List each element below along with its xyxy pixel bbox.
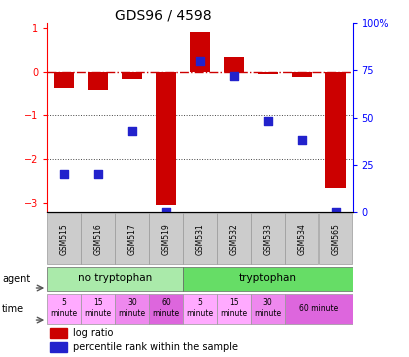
Text: GSM515: GSM515 [59, 223, 68, 255]
Point [298, 137, 304, 143]
Text: log ratio: log ratio [73, 328, 113, 338]
Text: percentile rank within the sample: percentile rank within the sample [73, 342, 238, 352]
Bar [182, 267, 352, 291]
Point [196, 58, 203, 64]
Text: GSM531: GSM531 [195, 223, 204, 255]
Text: 15
minute: 15 minute [84, 298, 111, 318]
Bar [148, 294, 182, 324]
Text: GSM532: GSM532 [229, 223, 238, 255]
Bar [54, 71, 74, 88]
Bar [50, 328, 67, 338]
Text: tryptophan: tryptophan [238, 273, 296, 283]
Bar [183, 213, 216, 264]
Point [332, 209, 338, 215]
Bar [189, 32, 209, 71]
Bar [121, 71, 142, 79]
Title: GDS96 / 4598: GDS96 / 4598 [115, 8, 211, 22]
Bar [284, 213, 318, 264]
Bar [325, 71, 345, 188]
Bar [115, 294, 148, 324]
Point [61, 171, 67, 177]
Bar [47, 267, 182, 291]
Text: 30
minute: 30 minute [254, 298, 281, 318]
Text: 30
minute: 30 minute [118, 298, 145, 318]
Bar [115, 213, 148, 264]
Bar [216, 213, 250, 264]
Bar [291, 71, 311, 77]
Bar [81, 294, 115, 324]
Bar [250, 294, 284, 324]
Text: GSM533: GSM533 [263, 223, 272, 255]
Point [128, 128, 135, 134]
Bar [149, 213, 182, 264]
Text: GSM519: GSM519 [161, 223, 170, 255]
Point [264, 119, 270, 124]
Text: 5
minute: 5 minute [50, 298, 77, 318]
Bar [47, 294, 81, 324]
Bar [88, 71, 108, 90]
Text: 5
minute: 5 minute [186, 298, 213, 318]
Text: agent: agent [2, 273, 30, 284]
Text: 60 minute: 60 minute [298, 304, 337, 313]
Point [162, 209, 169, 215]
Point [230, 73, 236, 79]
Text: 15
minute: 15 minute [220, 298, 247, 318]
Text: GSM517: GSM517 [127, 223, 136, 255]
Text: GSM516: GSM516 [93, 223, 102, 255]
Bar [250, 213, 284, 264]
Text: GSM534: GSM534 [297, 223, 306, 255]
Bar [216, 294, 250, 324]
Text: time: time [2, 304, 24, 314]
Bar [182, 294, 216, 324]
Bar [50, 342, 67, 352]
Bar [81, 213, 115, 264]
Bar [284, 294, 352, 324]
Text: GSM565: GSM565 [330, 223, 339, 255]
Text: no tryptophan: no tryptophan [78, 273, 152, 283]
Point [94, 171, 101, 177]
Bar [318, 213, 352, 264]
Bar [47, 213, 81, 264]
Bar [155, 71, 176, 206]
Bar [257, 71, 277, 74]
Bar [223, 57, 243, 71]
Text: 60
minute: 60 minute [152, 298, 179, 318]
